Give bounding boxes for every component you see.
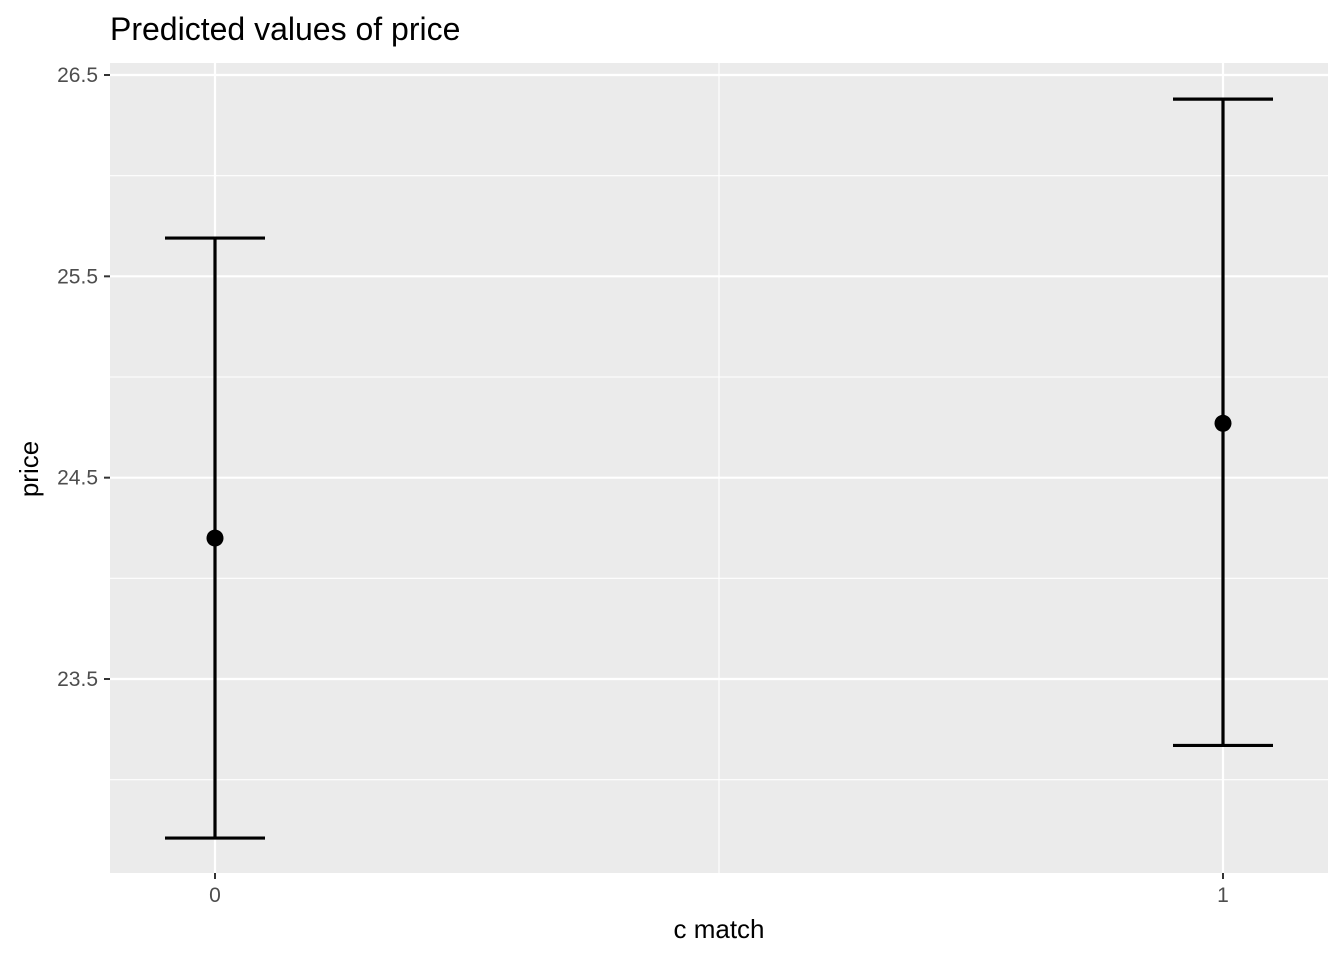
y-tick-label: 26.5 [57, 64, 98, 87]
x-tick-label: 0 [209, 884, 221, 907]
y-axis-title: price [14, 441, 44, 497]
data-point [1214, 414, 1232, 432]
chart-title: Predicted values of price [110, 11, 460, 47]
y-tick-label: 23.5 [57, 668, 98, 691]
data-point [206, 529, 224, 547]
x-axis-title: c match [673, 914, 764, 944]
y-tick-label: 25.5 [57, 265, 98, 288]
data-marks [165, 97, 1273, 840]
y-tick-label: 24.5 [57, 467, 98, 490]
axes: 23.5 24.5 25.5 26.5 0 1 [57, 64, 1229, 907]
x-tick-label: 1 [1217, 884, 1229, 907]
